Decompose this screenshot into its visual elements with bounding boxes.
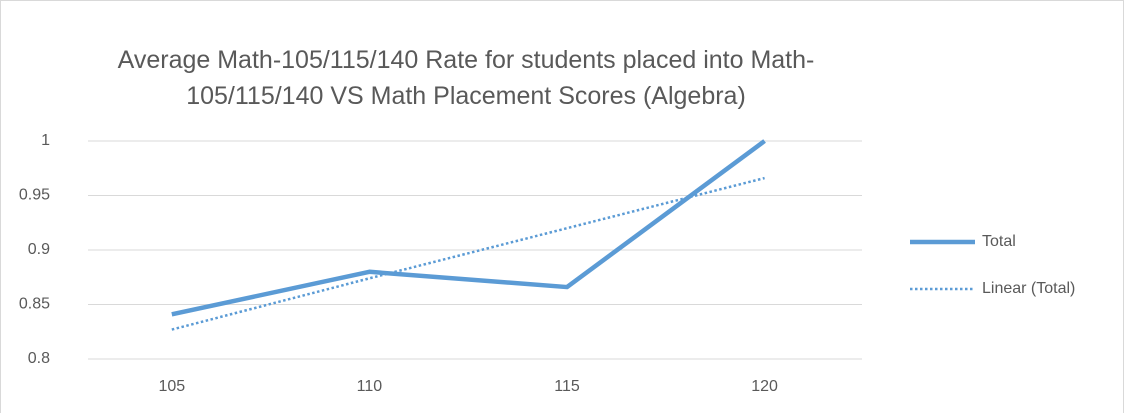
y-tick-label: 0.95 (19, 187, 50, 204)
y-tick-label: 0.9 (28, 241, 50, 258)
y-tick-label: 0.8 (28, 350, 50, 367)
x-tick-label: 105 (158, 378, 185, 395)
y-tick-label: 0.85 (19, 296, 50, 313)
legend-label: Total (982, 233, 1016, 250)
x-tick-label: 115 (554, 378, 580, 395)
trend-line (171, 176, 765, 331)
series-line (171, 139, 766, 317)
y-tick-label: 1 (41, 132, 50, 149)
x-tick-label: 110 (357, 378, 383, 395)
chart-title: Average Math-105/115/140 Rate for studen… (117, 46, 815, 110)
x-tick-label: 120 (751, 378, 778, 395)
legend-label: Linear (Total) (982, 280, 1075, 297)
